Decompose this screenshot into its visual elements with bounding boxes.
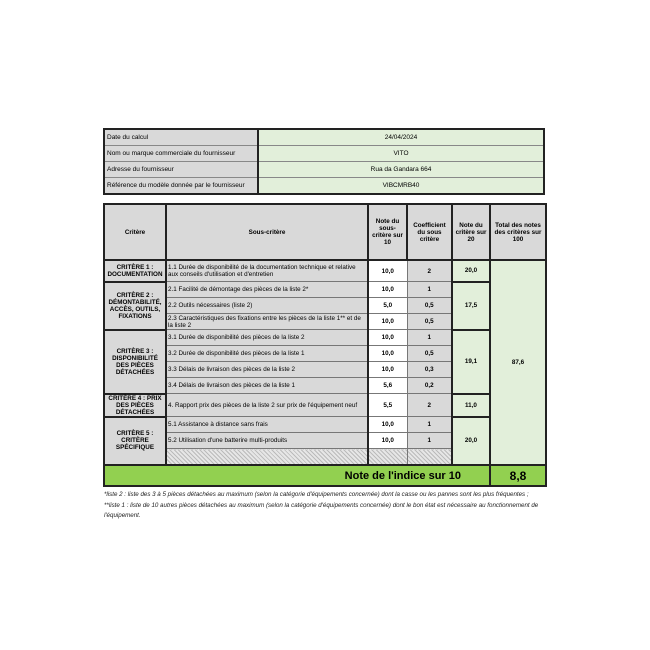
table-row: 3.4 Délais de livraison des pièces de la…	[104, 377, 546, 394]
info-row: Adresse du fournisseur Rua da Gandara 664	[104, 161, 544, 178]
hatched-cell	[367, 448, 408, 466]
sub-criterion-score: 10,0	[367, 329, 408, 346]
sub-criterion-coefficient: 2	[406, 259, 453, 282]
sub-criterion-score: 10,0	[367, 281, 408, 298]
info-value: 24/04/2024	[258, 129, 544, 146]
info-value: Rua da Gandara 664	[258, 161, 544, 178]
criterion-score: 20,0	[451, 415, 491, 466]
footnote-liste-2: *liste 2 : liste des 3 à 5 pièces détach…	[104, 491, 529, 498]
sub-criterion-label: 2.1 Facilité de démontage des pièces de …	[165, 281, 369, 298]
sub-criterion-score: 5,6	[367, 377, 408, 394]
sub-criterion-label: 3.1 Durée de disponibilité des pièces de…	[165, 329, 369, 346]
criterion-name: CRITÈRE 2 : DÉMONTABILITÉ, ACCÈS, OUTILS…	[103, 280, 167, 331]
sub-criterion-coefficient: 1	[406, 329, 453, 346]
header-critere: Critère	[103, 203, 167, 261]
hatched-cell	[165, 448, 369, 466]
footnotes: *liste 2 : liste des 3 à 5 pièces détach…	[104, 490, 554, 522]
header-sous-critere: Sous-critère	[165, 203, 369, 261]
criterion-score: 19,1	[451, 328, 491, 395]
criterion-name: CRITÈRE 4 : PRIX DES PIÈCES DÉTACHÉES	[103, 392, 167, 418]
criterion-score: 11,0	[451, 392, 491, 418]
sub-criterion-coefficient: 0,2	[406, 377, 453, 394]
sub-criterion-label: 2.3 Caractéristiques des fixations entre…	[165, 313, 369, 330]
table-row: CRITÈRE 2 : DÉMONTABILITÉ, ACCÈS, OUTILS…	[103, 280, 546, 331]
criterion-score: 17,5	[451, 280, 491, 331]
supplier-info-table: Date du calcul 24/04/2024 Nom ou marque co…	[103, 128, 545, 195]
info-label: Date du calcul	[104, 129, 259, 146]
sub-criterion-score: 10,0	[367, 416, 408, 433]
header-note-sous-critere: Note du sous-critère sur 10	[367, 203, 408, 261]
index-label: Note de l'indice sur 10	[103, 464, 491, 487]
info-value: VIBCMRB40	[258, 177, 544, 195]
sub-criterion-coefficient: 1	[406, 432, 453, 449]
sub-criterion-label: 4. Rapport prix des pièces de la liste 2…	[165, 393, 369, 417]
info-label: Adresse du fournisseur	[104, 161, 259, 178]
sub-criterion-label: 2.2 Outils nécessaires (liste 2)	[165, 297, 369, 314]
sub-criterion-coefficient: 1	[406, 416, 453, 433]
criterion-name: CRITÈRE 1 : DOCUMENTATION	[103, 259, 167, 283]
sub-criterion-coefficient: 0,5	[406, 297, 453, 314]
sub-criterion-label: 3.4 Délais de livraison des pièces de la…	[165, 377, 369, 394]
table-row: 3.3 Délais de livraison des pièces de la…	[104, 361, 546, 378]
sub-criterion-coefficient: 0,3	[406, 361, 453, 378]
criterion-score: 20,0	[451, 259, 491, 283]
total-score-100: 87,6	[489, 259, 547, 466]
table-row-empty	[104, 448, 546, 466]
sub-criterion-coefficient: 2	[406, 393, 453, 417]
sub-criterion-label: 3.2 Durée de disponibilité des pièces de…	[165, 345, 369, 362]
info-row: Nom ou marque commerciale du fournisseur…	[104, 145, 544, 162]
criterion-name: CRITÈRE 3 : DISPONIBILITÉ DES PIÈCES DÉT…	[103, 328, 167, 395]
hatched-cell	[406, 448, 453, 466]
info-row: Date du calcul 24/04/2024	[104, 129, 544, 146]
sub-criterion-label: 1.1 Durée de disponibilité de la documen…	[165, 259, 369, 282]
sub-criterion-coefficient: 1	[406, 281, 453, 298]
index-value: 8,8	[489, 464, 547, 487]
info-row: Référence du modèle donnée par le fourni…	[104, 177, 544, 195]
info-label: Nom ou marque commerciale du fournisseur	[104, 145, 259, 162]
header-note-critere: Note du critère sur 20	[451, 203, 491, 261]
sub-criterion-score: 10,0	[367, 259, 408, 282]
info-value: VITO	[258, 145, 544, 162]
header-coefficient: Coefficient du sous critère	[406, 203, 453, 261]
sub-criterion-coefficient: 0,5	[406, 345, 453, 362]
repairability-score-table: Critère Sous-critère Note du sous-critèr…	[103, 203, 547, 487]
table-row: CRITÈRE 4 : PRIX DES PIÈCES DÉTACHÉES 4. …	[103, 392, 546, 418]
sub-criterion-score: 10,0	[367, 432, 408, 449]
sub-criterion-score: 10,0	[367, 361, 408, 378]
sub-criterion-score: 10,0	[367, 313, 408, 330]
header-total: Total des notes des critères sur 100	[489, 203, 547, 261]
sub-criterion-coefficient: 0,5	[406, 313, 453, 330]
sub-criterion-score: 5,0	[367, 297, 408, 314]
footnote-liste-1: **liste 1 : liste de 10 autres pièces dé…	[104, 501, 539, 520]
sub-criterion-score: 5,5	[367, 393, 408, 417]
table-row: CRITÈRE 3 : DISPONIBILITÉ DES PIÈCES DÉT…	[103, 328, 546, 395]
sub-criterion-label: 3.3 Délais de livraison des pièces de la…	[165, 361, 369, 378]
sub-criterion-score: 10,0	[367, 345, 408, 362]
table-row: CRITÈRE 5 : CRITÈRE SPÉCIFIQUE 5.1 Assist…	[103, 415, 546, 466]
criterion-name: CRITÈRE 5 : CRITÈRE SPÉCIFIQUE	[103, 415, 167, 466]
index-row: Note de l'indice sur 10 8,8	[103, 464, 547, 487]
info-label: Référence du modèle donnée par le fourni…	[104, 177, 259, 195]
sub-criterion-label: 5.1 Assistance à distance sans frais	[165, 416, 369, 433]
sub-criterion-label: 5.2 Utilisation d'une batterire multi-pr…	[165, 432, 369, 449]
table-row: 5.2 Utilisation d'une batterire multi-pr…	[104, 432, 546, 449]
table-row: CRITÈRE 1 : DOCUMENTATION 1.1 Durée de di…	[103, 259, 547, 466]
